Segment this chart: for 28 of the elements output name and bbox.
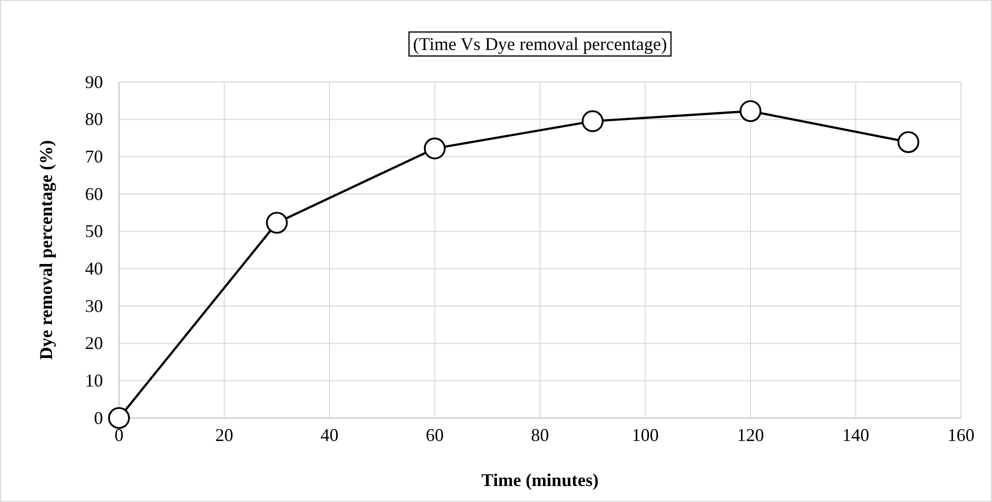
point — [582, 110, 604, 132]
x-tick-label: 100 — [632, 424, 659, 445]
point — [266, 212, 288, 234]
y-tick-label: 30 — [85, 296, 103, 316]
y-tick-label: 60 — [85, 184, 103, 204]
x-tick-label: 20 — [215, 424, 234, 445]
x-axis-title: Time (minutes) — [481, 470, 599, 490]
point — [424, 138, 446, 160]
x-tick-label: 140 — [842, 424, 870, 445]
x-tick-label: 0 — [114, 424, 124, 445]
x-tick-label: 120 — [737, 424, 764, 445]
x-tick-label: 80 — [531, 424, 549, 445]
y-tick-label: 10 — [85, 370, 103, 390]
y-tick-label: 50 — [85, 221, 103, 242]
point — [897, 131, 920, 154]
y-tick-label: 20 — [85, 333, 103, 354]
y-axis-title: Dye removal percentage (%) — [36, 140, 56, 360]
y-tick-label: 40 — [85, 258, 103, 278]
y-tick-label: 90 — [85, 72, 103, 92]
x-tick-label: 40 — [320, 424, 338, 445]
x-tick-label: 60 — [426, 424, 444, 445]
chart-title: (Time Vs Dye removal percentage) — [413, 34, 667, 54]
x-tick-label: 160 — [948, 424, 974, 445]
point — [108, 407, 130, 429]
point — [740, 100, 762, 122]
y-tick-label: 0 — [94, 408, 103, 428]
y-tick-label: 80 — [85, 109, 103, 130]
y-tick-label: 70 — [85, 146, 103, 166]
